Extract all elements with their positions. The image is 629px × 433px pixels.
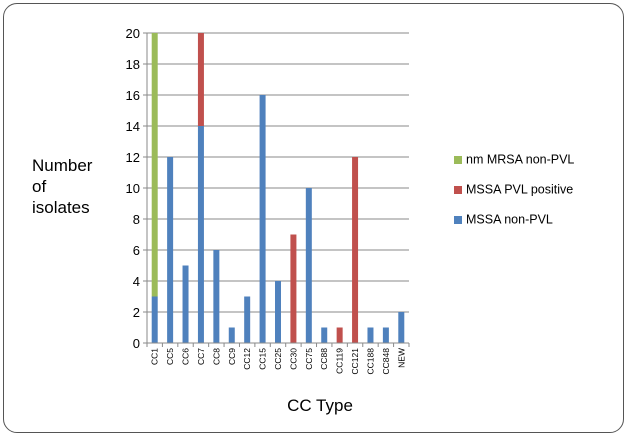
y-tick-label: 20 <box>126 26 140 41</box>
legend-swatch-mrsa-non-pvl <box>454 155 462 164</box>
legend-label-mssa-pvl-positive: MSSA PVL positive <box>466 182 574 197</box>
y-axis-label-line-2: of <box>32 177 47 196</box>
bar-segment <box>151 33 158 297</box>
y-axis-label-line-3: isolates <box>32 198 90 217</box>
gridlines <box>147 32 409 313</box>
x-tick-label: CC5 <box>165 348 175 365</box>
legend-item-mssa-pvl-positive: MSSA PVL positive <box>454 182 573 197</box>
bar-segment <box>367 327 374 343</box>
x-tick-label: CC848 <box>381 348 391 375</box>
bar-segment <box>275 281 281 343</box>
x-tick-label: CC8 <box>211 348 221 365</box>
bar-segment <box>290 234 297 343</box>
bar-segment <box>305 188 312 343</box>
y-tick-label: 18 <box>126 57 140 72</box>
y-axis-label-line-1: Number <box>32 156 93 175</box>
figure-frame <box>3 3 624 433</box>
bar-segment <box>352 157 359 343</box>
y-tick-label: 4 <box>133 274 140 289</box>
bar-segment <box>228 327 235 343</box>
x-tick-label: CC6 <box>181 348 191 365</box>
x-tick-label: CC7 <box>196 348 206 365</box>
legend-item-mrsa-non-pvl: nm MRSA non-PVL <box>454 152 574 167</box>
x-tick-label: CC188 <box>365 348 375 375</box>
legend-swatch-mssa-non-pvl <box>454 215 462 224</box>
bar-segment <box>197 126 204 343</box>
axes <box>143 32 410 347</box>
y-tick-labels: 0 2 4 6 8 10 12 14 16 18 20 <box>126 26 140 351</box>
bar-segment <box>259 95 266 343</box>
y-tick-label: 8 <box>133 212 140 227</box>
y-tick-label: 2 <box>133 305 140 320</box>
bars <box>151 33 405 343</box>
bar-segment <box>213 250 220 343</box>
bar-segment <box>321 327 328 343</box>
bar-segment <box>336 327 343 343</box>
legend-label-mrsa-non-pvl: MRSA non-PVL <box>486 152 575 167</box>
bar-segment <box>182 265 189 343</box>
legend-swatch-mssa-pvl-positive <box>454 185 462 194</box>
x-tick-label: CC30 <box>288 348 298 370</box>
legend-prefix: nm <box>466 152 487 167</box>
bar-segment <box>151 296 158 343</box>
x-tick-label: CC88 <box>319 348 329 370</box>
x-axis-label: CC Type <box>287 396 353 415</box>
bar-chart: 0 2 4 6 8 10 12 14 16 18 20 CC1 CC5 CC6 CC7 CC8 CC9 CC12… <box>126 26 410 375</box>
y-tick-label: 12 <box>126 150 140 165</box>
x-tick-label: CC12 <box>242 348 252 370</box>
legend-label-mssa-non-pvl: MSSA non-PVL <box>466 212 553 227</box>
x-tick-label: CC1 <box>150 348 160 365</box>
y-tick-label: 0 <box>133 336 140 351</box>
x-tick-labels: CC1 CC5 CC6 CC7 CC8 CC9 CC12 CC15 CC25 CC30 CC75 CC… <box>150 348 407 375</box>
y-tick-label: 10 <box>126 181 140 196</box>
x-tick-label: CC15 <box>258 348 268 370</box>
bar-segment <box>197 33 204 126</box>
bar-segment <box>244 296 251 343</box>
x-tick-label: CC75 <box>304 348 314 370</box>
y-axis-label: Number of isolates <box>32 155 122 218</box>
x-tick-label: NEW <box>396 348 406 368</box>
y-tick-label: 6 <box>133 243 140 258</box>
x-tick-label: CC9 <box>227 348 237 365</box>
bar-segment <box>382 327 389 343</box>
bar-segment <box>167 157 174 343</box>
bar-segment <box>398 312 405 343</box>
y-tick-label: 14 <box>126 119 140 134</box>
legend-item-mssa-non-pvl: MSSA non-PVL <box>454 212 553 227</box>
x-tick-label: CC121 <box>350 348 360 375</box>
x-tick-label: CC25 <box>273 348 283 370</box>
y-tick-label: 16 <box>126 88 140 103</box>
x-tick-label: CC119 <box>335 348 345 374</box>
